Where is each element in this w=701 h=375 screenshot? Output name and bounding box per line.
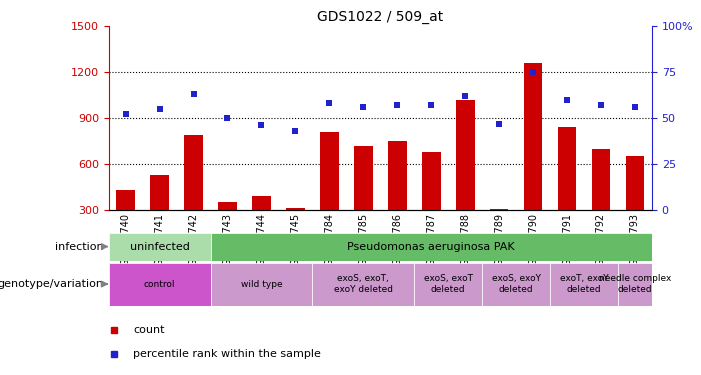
Point xyxy=(154,106,165,112)
Point xyxy=(494,121,505,127)
Text: Pseudomonas aeruginosa PAK: Pseudomonas aeruginosa PAK xyxy=(348,242,515,252)
Point xyxy=(562,97,573,103)
Text: exoS, exoT,
exoY deleted: exoS, exoT, exoY deleted xyxy=(334,274,393,294)
Point xyxy=(527,69,538,75)
Point xyxy=(629,104,641,110)
Bar xyxy=(625,156,644,210)
Text: control: control xyxy=(144,280,175,289)
Bar xyxy=(313,262,414,306)
Point xyxy=(290,128,301,134)
Bar xyxy=(482,262,550,306)
Bar xyxy=(150,175,169,210)
Bar xyxy=(116,190,135,210)
Text: percentile rank within the sample: percentile rank within the sample xyxy=(133,350,321,359)
Point xyxy=(595,102,606,108)
Point xyxy=(120,111,131,117)
Bar xyxy=(320,132,339,210)
Bar xyxy=(218,202,237,210)
Bar xyxy=(354,146,373,210)
Text: uninfected: uninfected xyxy=(130,242,189,252)
Point xyxy=(188,91,199,97)
Text: exoS, exoY
deleted: exoS, exoY deleted xyxy=(491,274,540,294)
Text: infection: infection xyxy=(55,242,104,252)
Bar xyxy=(550,262,618,306)
Bar xyxy=(456,100,475,210)
Bar xyxy=(558,128,576,210)
Bar xyxy=(109,262,210,306)
Bar xyxy=(109,232,210,261)
Point xyxy=(460,93,471,99)
Bar xyxy=(618,262,652,306)
Point xyxy=(426,102,437,108)
Bar xyxy=(252,196,271,210)
Point xyxy=(358,104,369,110)
Point xyxy=(222,115,233,121)
Text: count: count xyxy=(133,325,165,335)
Bar xyxy=(388,141,407,210)
Bar xyxy=(592,149,611,210)
Bar xyxy=(490,209,508,210)
Bar xyxy=(210,232,652,261)
Bar xyxy=(524,63,543,210)
Bar xyxy=(210,262,313,306)
Text: needle complex
deleted: needle complex deleted xyxy=(599,274,671,294)
Bar xyxy=(286,209,305,210)
Text: genotype/variation: genotype/variation xyxy=(0,279,104,289)
Point xyxy=(324,100,335,106)
Text: exoT, exoY
deleted: exoT, exoY deleted xyxy=(559,274,608,294)
Bar xyxy=(184,135,203,210)
Text: exoS, exoT
deleted: exoS, exoT deleted xyxy=(423,274,472,294)
Title: GDS1022 / 509_at: GDS1022 / 509_at xyxy=(317,10,444,24)
Point xyxy=(256,123,267,129)
Bar xyxy=(422,152,440,210)
Point xyxy=(392,102,403,108)
Bar xyxy=(414,262,482,306)
Text: wild type: wild type xyxy=(240,280,283,289)
